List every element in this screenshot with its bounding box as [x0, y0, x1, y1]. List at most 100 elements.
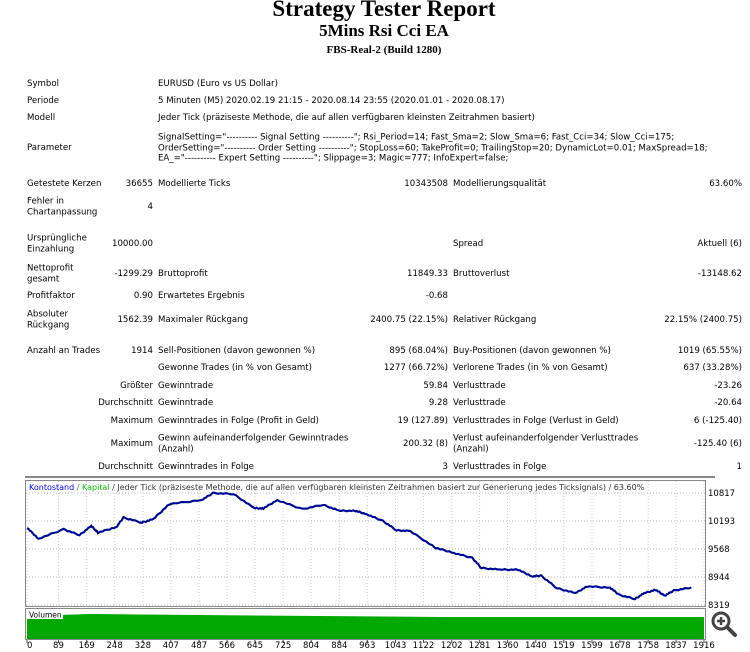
report-row: Durchschnitt Gewinntrade 9.28 Verlusttrade -… — [0, 387, 750, 419]
field-label: Profitfaktor — [27, 290, 75, 301]
field-label: Bruttoverlust — [453, 268, 510, 279]
report-row: Anzahl an Trades 1914 Sell-Positionen (dav… — [0, 335, 750, 367]
field-value: 0.90 — [133, 290, 153, 301]
field-value: 1914 — [131, 345, 153, 356]
field-label: Ursprüngliche Einzahlung — [27, 233, 87, 255]
field-value: 637 (33.28%) — [683, 362, 742, 373]
x-tick-label: 1916 — [693, 641, 715, 651]
field-label: Periode — [27, 95, 60, 106]
field-value: 1 — [736, 461, 742, 472]
field-value: 9.28 — [428, 397, 448, 408]
field-value: Maximum — [110, 438, 153, 449]
report-row: Modell Jeder Tick (präziseste Methode, di… — [0, 102, 750, 134]
plot-frame — [25, 480, 706, 607]
report-row: Symbol EURUSD (Euro vs US Dollar) — [0, 68, 750, 100]
x-tick-label: 1043 — [385, 641, 407, 651]
field-value: -125.40 (6) — [693, 438, 742, 449]
field-label: Sell-Positionen (davon gewonnen %) — [158, 345, 316, 356]
y-tick-label: 8319 — [708, 601, 730, 611]
field-label: Spread — [453, 238, 484, 249]
report-title: Strategy Tester Report — [272, 0, 496, 21]
report-row: Fehler in Chartanpassung 4 — [0, 191, 750, 223]
x-axis: 0 89 169 248 328 407 487 566 645 725 804 884 963 1043… — [26, 640, 715, 651]
x-tick-label: 1360 — [497, 641, 519, 651]
field-label: Verlusttrade — [453, 380, 506, 391]
field-value: Maximum — [110, 415, 153, 426]
grid — [26, 481, 705, 606]
field-label: 5 Minuten (M5) 2020.02.19 21:15 - 2020.0… — [158, 95, 505, 106]
volume-area — [27, 614, 704, 639]
x-tick-label: 328 — [135, 641, 151, 651]
balance-line — [26, 491, 692, 601]
field-label: Verlusttrade — [453, 397, 506, 408]
x-tick-label: 1122 — [413, 641, 435, 651]
expert-name: 5Mins Rsi Cci EA — [319, 21, 449, 40]
field-label: Verlusttrades in Folge (Verlust in Geld) — [453, 415, 619, 426]
field-label: Buy-Positionen (davon gewonnen %) — [453, 345, 611, 356]
x-tick-label: 0 — [27, 641, 32, 651]
field-label: Gewonne Trades (in % von Gesamt) — [158, 362, 313, 373]
field-label: SignalSetting="---------- Signal Setting… — [158, 132, 708, 164]
field-label: Modell — [27, 112, 56, 123]
field-label: Gewinn aufeinanderfolgender Gewinntrades… — [158, 433, 349, 455]
field-value: 4 — [147, 201, 153, 212]
magnifier-plus-icon[interactable] — [711, 611, 737, 637]
field-label: Erwartetes Ergebnis — [158, 290, 245, 301]
chart-legend: Kontostand / Kapital / Jeder Tick (präzi… — [29, 483, 645, 492]
field-label: Modellierte Ticks — [158, 178, 231, 189]
field-label: Verlust aufeinanderfolgender Verlusttrad… — [453, 433, 639, 455]
x-tick-label: 1440 — [525, 641, 547, 651]
report-row: Größter Gewinntrade 59.84 Verlusttrade -23.2… — [0, 370, 750, 402]
legend-separator: / — [74, 483, 82, 492]
legend-info: / Jeder Tick (präziseste Methode, die au… — [110, 483, 645, 492]
field-label: Getestete Kerzen — [27, 178, 102, 189]
x-tick-label: 248 — [107, 641, 123, 651]
y-axis: 10817 10193 9568 8944 8319 — [708, 489, 735, 611]
report-row: Nettoprofit gesamt -1299.29 Bruttoprofit 11… — [0, 258, 750, 290]
field-label: Gewinntrades in Folge (Profit in Geld) — [158, 415, 319, 426]
field-value: 22.15% (2400.75) — [664, 314, 742, 325]
y-tick-label: 8944 — [708, 573, 730, 583]
field-label: Maximaler Rückgang — [158, 314, 249, 325]
report-row: Maximum Gewinn aufeinanderfolgender Gewin… — [0, 428, 750, 460]
server-build: FBS-Real-2 (Build 1280) — [326, 44, 442, 56]
x-tick-label: 1837 — [665, 641, 687, 651]
x-tick-label: 725 — [275, 641, 291, 651]
field-label: EURUSD (Euro vs US Dollar) — [158, 78, 278, 89]
field-value: 36655 — [125, 178, 153, 189]
report-row: Profitfaktor 0.90 Erwartetes Ergebnis -0.68 — [0, 280, 750, 312]
field-value: 1019 (65.55%) — [677, 345, 742, 356]
legend-balance: Kontostand — [29, 483, 74, 492]
y-tick-label: 10193 — [708, 517, 735, 527]
x-tick-label: 169 — [79, 641, 95, 651]
field-value: 1277 (66.72%) — [383, 362, 448, 373]
x-tick-label: 804 — [303, 641, 319, 651]
report-row: Gewonne Trades (in % von Gesamt) 1277 (66… — [0, 352, 750, 384]
field-value: -1299.29 — [114, 268, 153, 279]
field-value: 2400.75 (22.15%) — [370, 314, 448, 325]
field-label: Verlorene Trades (in % von Gesamt) — [453, 362, 608, 373]
field-value: 59.84 — [423, 380, 448, 391]
field-value: 895 (68.04%) — [389, 345, 448, 356]
field-value: -20.64 — [714, 397, 742, 408]
x-tick-label: 89 — [53, 641, 64, 651]
field-label: Absoluter Rückgang — [27, 309, 70, 331]
report-row: Ursprüngliche Einzahlung 10000.00 Spread Ak… — [0, 228, 750, 260]
volume-label-bg — [27, 610, 63, 619]
field-label: Symbol — [27, 78, 60, 89]
field-label: Verlusttrades in Folge — [453, 461, 547, 472]
x-tick-label: 407 — [163, 641, 179, 651]
field-value: Größter — [120, 380, 153, 391]
x-tick-label: 566 — [219, 641, 235, 651]
x-tick-label: 487 — [191, 641, 207, 651]
x-tick-label: 1599 — [581, 641, 603, 651]
y-tick-label: 10817 — [708, 489, 735, 499]
field-label: Bruttoprofit — [158, 268, 208, 279]
field-value: Aktuell (6) — [697, 238, 742, 249]
field-value: 11849.33 — [406, 268, 448, 279]
field-label: Parameter — [27, 142, 72, 153]
report-row: Durchschnitt Gewinntrades in Folge 3 Verlus… — [0, 451, 750, 483]
field-value: 63.60% — [709, 178, 742, 189]
volume-label: Volumen — [29, 611, 62, 620]
